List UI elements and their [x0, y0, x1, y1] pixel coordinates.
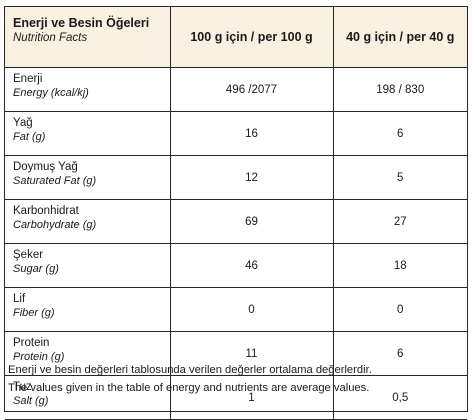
- value-per-100g: 496 /2077: [169, 67, 334, 112]
- footnote-tr: Enerji ve besin değerleri tablosunda ver…: [8, 364, 372, 376]
- nutrient-name-en: Sugar (g): [13, 263, 59, 275]
- nutrient-name-tr: Protein: [13, 337, 50, 349]
- nutrient-name-tr: Doymuş Yağ: [13, 161, 78, 173]
- nutrient-name-tr: Yağ: [13, 117, 33, 129]
- header-label-en: Nutrition Facts: [13, 32, 88, 44]
- nutrient-name-en: Fiber (g): [13, 307, 55, 319]
- value-per-40g: 18: [332, 243, 467, 288]
- footnote-en: The values given in the table of energy …: [8, 382, 370, 394]
- header-label-cell: Enerji ve Besin Öğeleri Nutrition Facts: [5, 7, 171, 68]
- nutrient-name-cell: Enerji Energy (kcal/kj): [5, 67, 171, 112]
- nutrient-name-cell: Tuz Salt (g): [5, 375, 171, 420]
- nutrient-name-en: Salt (g): [13, 395, 49, 407]
- header-label-tr: Enerji ve Besin Öğeleri: [13, 16, 150, 30]
- nutrient-name-cell: Yağ Fat (g): [5, 111, 171, 156]
- table-row: Yağ Fat (g) 16 6: [5, 111, 467, 156]
- nutrient-name-en: Protein (g): [13, 351, 65, 363]
- value-per-100g: 16: [169, 111, 334, 156]
- value-per-100g: 12: [169, 155, 334, 200]
- value-per-100g: 0: [169, 287, 334, 332]
- nutrient-name-en: Saturated Fat (g): [13, 175, 97, 187]
- value-per-40g: 27: [332, 199, 467, 244]
- nutrient-name-cell: Protein Protein (g): [5, 331, 171, 376]
- value-per-100g: 69: [169, 199, 334, 244]
- nutrient-name-tr: Karbonhidrat: [13, 205, 79, 217]
- table-row: Lif Fiber (g) 0 0: [5, 287, 467, 332]
- nutrition-table: Enerji ve Besin Öğeleri Nutrition Facts …: [5, 7, 467, 420]
- table-row: Karbonhidrat Carbohydrate (g) 69 27: [5, 199, 467, 244]
- nutrient-name-en: Carbohydrate (g): [13, 219, 97, 231]
- value-per-40g: 0: [332, 287, 467, 332]
- table-row: Enerji Energy (kcal/kj) 496 /2077 198 / …: [5, 67, 467, 112]
- value-per-100g: 1: [169, 375, 334, 420]
- table-row: Doymuş Yağ Saturated Fat (g) 12 5: [5, 155, 467, 200]
- table-header-row: Enerji ve Besin Öğeleri Nutrition Facts …: [5, 7, 467, 68]
- footnote: Enerji ve besin değerleri tablosunda ver…: [8, 361, 460, 397]
- nutrient-name-tr: Lif: [13, 293, 26, 305]
- value-per-100g: 11: [169, 331, 334, 376]
- value-per-40g: 198 / 830: [332, 67, 467, 112]
- nutrient-name-tr: Enerji: [13, 73, 43, 85]
- nutrient-name-cell: Lif Fiber (g): [5, 287, 171, 332]
- value-per-40g: 5: [332, 155, 467, 200]
- header-per-100g: 100 g için / per 100 g: [169, 7, 334, 68]
- table-row: Şeker Sugar (g) 46 18: [5, 243, 467, 288]
- nutrient-name-en: Fat (g): [13, 131, 46, 143]
- nutrition-facts-panel: Enerji ve Besin Öğeleri Nutrition Facts …: [4, 6, 468, 420]
- nutrient-name-tr: Şeker: [13, 249, 44, 261]
- value-per-100g: 46: [169, 243, 334, 288]
- table-row: Tuz Salt (g) 1 0,5: [5, 375, 467, 420]
- nutrient-name-cell: Karbonhidrat Carbohydrate (g): [5, 199, 171, 244]
- nutrient-name-en: Energy (kcal/kj): [13, 87, 89, 99]
- value-per-40g: 0,5: [332, 375, 467, 420]
- value-per-40g: 6: [332, 111, 467, 156]
- header-per-40g: 40 g için / per 40 g: [332, 7, 467, 68]
- nutrient-name-tr: Tuz: [13, 381, 32, 393]
- nutrient-name-cell: Şeker Sugar (g): [5, 243, 171, 288]
- nutrient-name-cell: Doymuş Yağ Saturated Fat (g): [5, 155, 171, 200]
